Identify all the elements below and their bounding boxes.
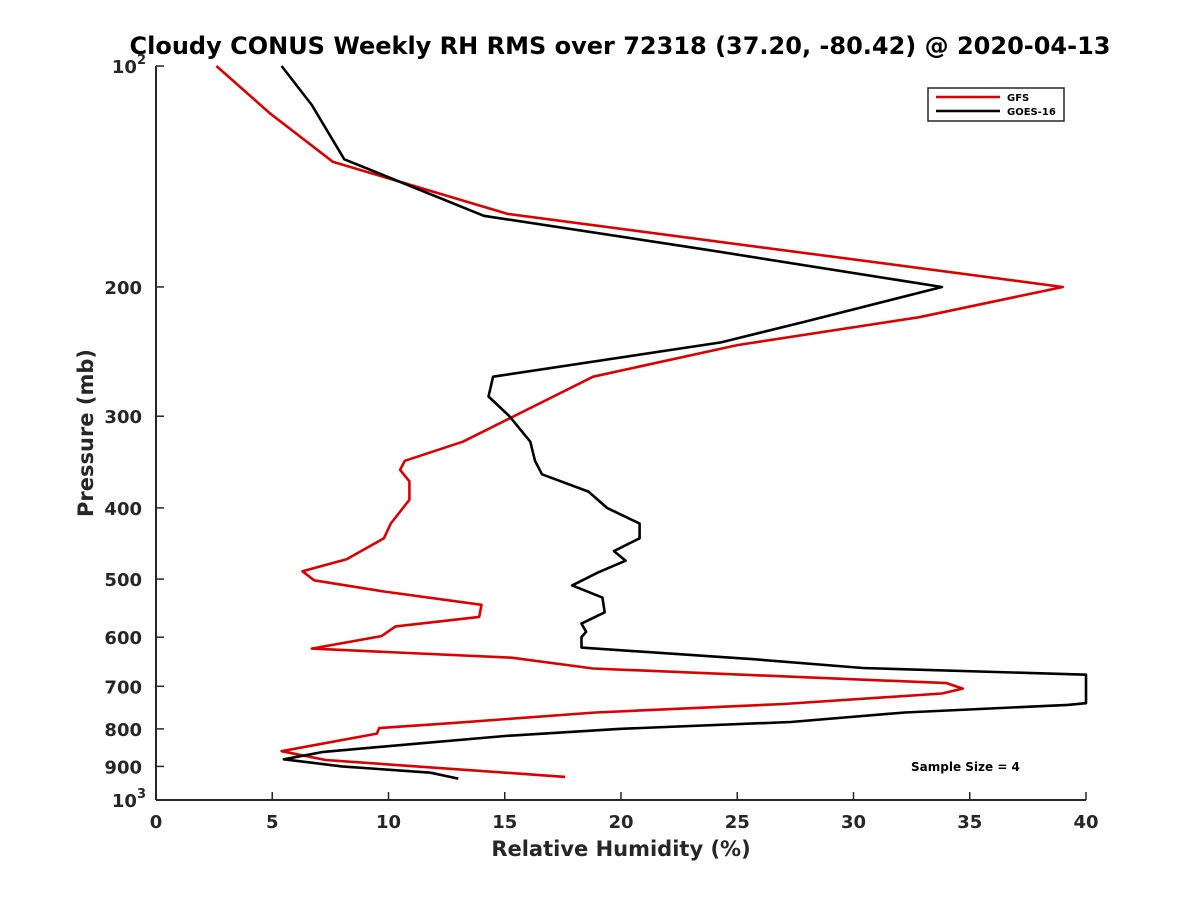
- y-tick-label-exponent: 3: [137, 787, 146, 802]
- x-tick-label: 40: [1073, 812, 1098, 833]
- x-tick-label: 0: [150, 812, 163, 833]
- legend-label-gfs: GFS: [1007, 93, 1029, 104]
- x-axis-ticks: 0 5 10 15 20 25 30 35 40: [150, 792, 1099, 833]
- y-tick-label: 600: [104, 628, 142, 649]
- y-tick-label: 900: [104, 757, 142, 778]
- series-layer: [215, 65, 1088, 780]
- series-line-goes16: [280, 65, 1088, 780]
- x-tick-label: 20: [608, 812, 633, 833]
- y-axis-label: Pressure (mb): [74, 349, 98, 517]
- sample-size-annotation: Sample Size = 4: [911, 760, 1020, 774]
- plot-area: 0 5 10 15 20 25 30 35 40 10220030040050060070080…: [104, 53, 1098, 833]
- y-tick-label: 103: [112, 787, 146, 812]
- x-axis-label: Relative Humidity (%): [491, 837, 750, 861]
- x-tick-label: 10: [376, 812, 401, 833]
- y-tick-label-base: 10: [112, 791, 137, 812]
- x-tick-label: 35: [957, 812, 982, 833]
- y-tick-label: 400: [104, 499, 142, 520]
- plot-background: [156, 66, 1086, 800]
- y-tick-label: 500: [104, 570, 142, 591]
- y-tick-label: 102: [112, 53, 146, 78]
- legend-label-goes16: GOES-16: [1007, 107, 1056, 118]
- y-tick-label: 800: [104, 720, 142, 741]
- y-tick-label: 300: [104, 407, 142, 428]
- series-line-gfs: [215, 65, 1065, 779]
- x-tick-label: 5: [266, 812, 279, 833]
- legend-box: [927, 87, 1065, 122]
- y-tick-label-exponent: 2: [137, 53, 146, 68]
- chart-title: Cloudy CONUS Weekly RH RMS over 72318 (3…: [130, 32, 1111, 60]
- y-tick-label-base: 10: [112, 57, 137, 78]
- x-tick-label: 15: [492, 812, 517, 833]
- x-tick-label: 30: [841, 812, 866, 833]
- y-tick-label: 700: [104, 677, 142, 698]
- y-tick-label: 200: [104, 278, 142, 299]
- legend: GFS GOES-16: [927, 87, 1065, 122]
- x-tick-label: 25: [725, 812, 750, 833]
